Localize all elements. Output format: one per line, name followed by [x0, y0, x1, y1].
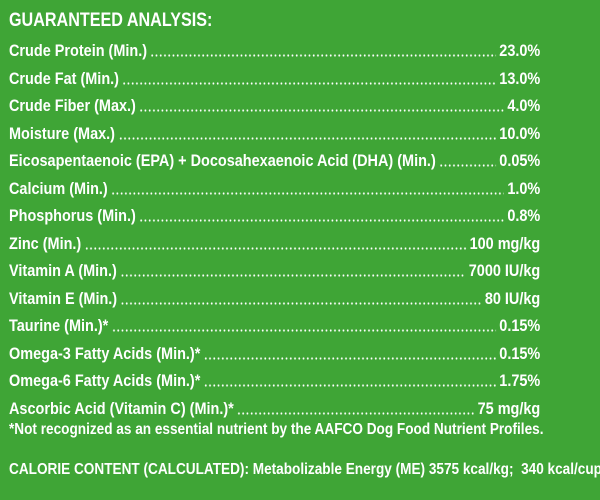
dot-leader [203, 356, 496, 360]
nutrient-value: 75 mg/kg [477, 398, 541, 418]
analysis-row: Phosphorus (Min.) 0.8% [9, 202, 540, 230]
title: GUARANTEED ANALYSIS: [9, 10, 213, 31]
nutrient-name: Vitamin E (Min.) [9, 288, 118, 308]
analysis-row: Eicosapentaenoic (EPA) + Docosahexaenoic… [9, 147, 540, 175]
nutrient-name: Ascorbic Acid (Vitamin C) (Min.)* [9, 398, 234, 418]
nutrient-value: 0.15% [499, 316, 541, 335]
nutrient-value: 13.0% [499, 68, 541, 88]
dot-leader [120, 274, 466, 278]
dot-leader [120, 301, 482, 305]
dot-leader [118, 136, 496, 140]
analysis-row: Vitamin E (Min.) 80 IU/kg [9, 285, 540, 313]
analysis-row: Ascorbic Acid (Vitamin C) (Min.)* 75 mg/k… [9, 395, 540, 423]
nutrient-value: 23.0% [499, 41, 541, 60]
dot-leader [237, 411, 475, 415]
dot-leader [139, 109, 504, 113]
nutrient-name: Omega-3 Fatty Acids (Min.)* [9, 343, 201, 363]
analysis-row: Calcium (Min.) 1.0% [9, 175, 540, 203]
nutrient-name: Taurine (Min.)* [9, 316, 109, 335]
analysis-row: Taurine (Min.)* 0.15% [9, 312, 540, 340]
nutrient-name: Crude Fat (Min.) [9, 68, 119, 88]
nutrient-value: 1.0% [507, 178, 541, 198]
calorie-content: CALORIE CONTENT (CALCULATED): Metaboliza… [9, 461, 600, 478]
analysis-row: Crude Fat (Min.) 13.0% [9, 65, 540, 93]
nutrient-value: 80 IU/kg [484, 288, 541, 308]
analysis-list: Crude Protein (Min.) 23.0% Crude Fat (Min.… [9, 37, 540, 422]
nutrient-value: 100 mg/kg [469, 233, 541, 253]
nutrient-value: 1.75% [499, 371, 541, 390]
nutrient-name: Omega-6 Fatty Acids (Min.)* [9, 371, 201, 390]
analysis-row: Moisture (Max.) 10.0% [9, 120, 540, 148]
nutrient-name: Eicosapentaenoic (EPA) + Docosahexaenoic… [9, 151, 436, 170]
nutrient-name: Vitamin A (Min.) [9, 261, 117, 280]
nutrient-value: 0.8% [507, 206, 541, 225]
dot-leader [203, 384, 496, 388]
analysis-row: Zinc (Min.) 100 mg/kg [9, 230, 540, 258]
dot-leader [111, 329, 496, 333]
dot-leader [84, 246, 467, 250]
nutrient-value: 10.0% [499, 123, 541, 143]
dot-leader [439, 164, 496, 168]
nutrient-value: 4.0% [507, 96, 541, 115]
dot-leader [150, 54, 496, 58]
nutrient-name: Crude Fiber (Max.) [9, 96, 136, 115]
nutrient-name: Crude Protein (Min.) [9, 41, 148, 60]
footnote: *Not recognized as an essential nutrient… [9, 421, 544, 438]
analysis-row: Crude Protein (Min.) 23.0% [9, 37, 540, 65]
analysis-row: Vitamin A (Min.) 7000 IU/kg [9, 257, 540, 285]
nutrient-name: Phosphorus (Min.) [9, 206, 136, 225]
analysis-row: Crude Fiber (Max.) 4.0% [9, 92, 540, 120]
dot-leader [139, 219, 504, 223]
nutrient-name: Zinc (Min.) [9, 233, 82, 253]
nutrient-name: Calcium (Min.) [9, 178, 108, 198]
nutrient-name: Moisture (Max.) [9, 123, 115, 143]
nutrient-value: 0.15% [499, 343, 541, 363]
nutrient-value: 0.05% [499, 151, 541, 170]
nutrient-value: 7000 IU/kg [468, 261, 541, 280]
analysis-row: Omega-6 Fatty Acids (Min.)* 1.75% [9, 367, 540, 395]
analysis-row: Omega-3 Fatty Acids (Min.)* 0.15% [9, 340, 540, 368]
dot-leader [111, 191, 504, 195]
dot-leader [122, 81, 496, 85]
